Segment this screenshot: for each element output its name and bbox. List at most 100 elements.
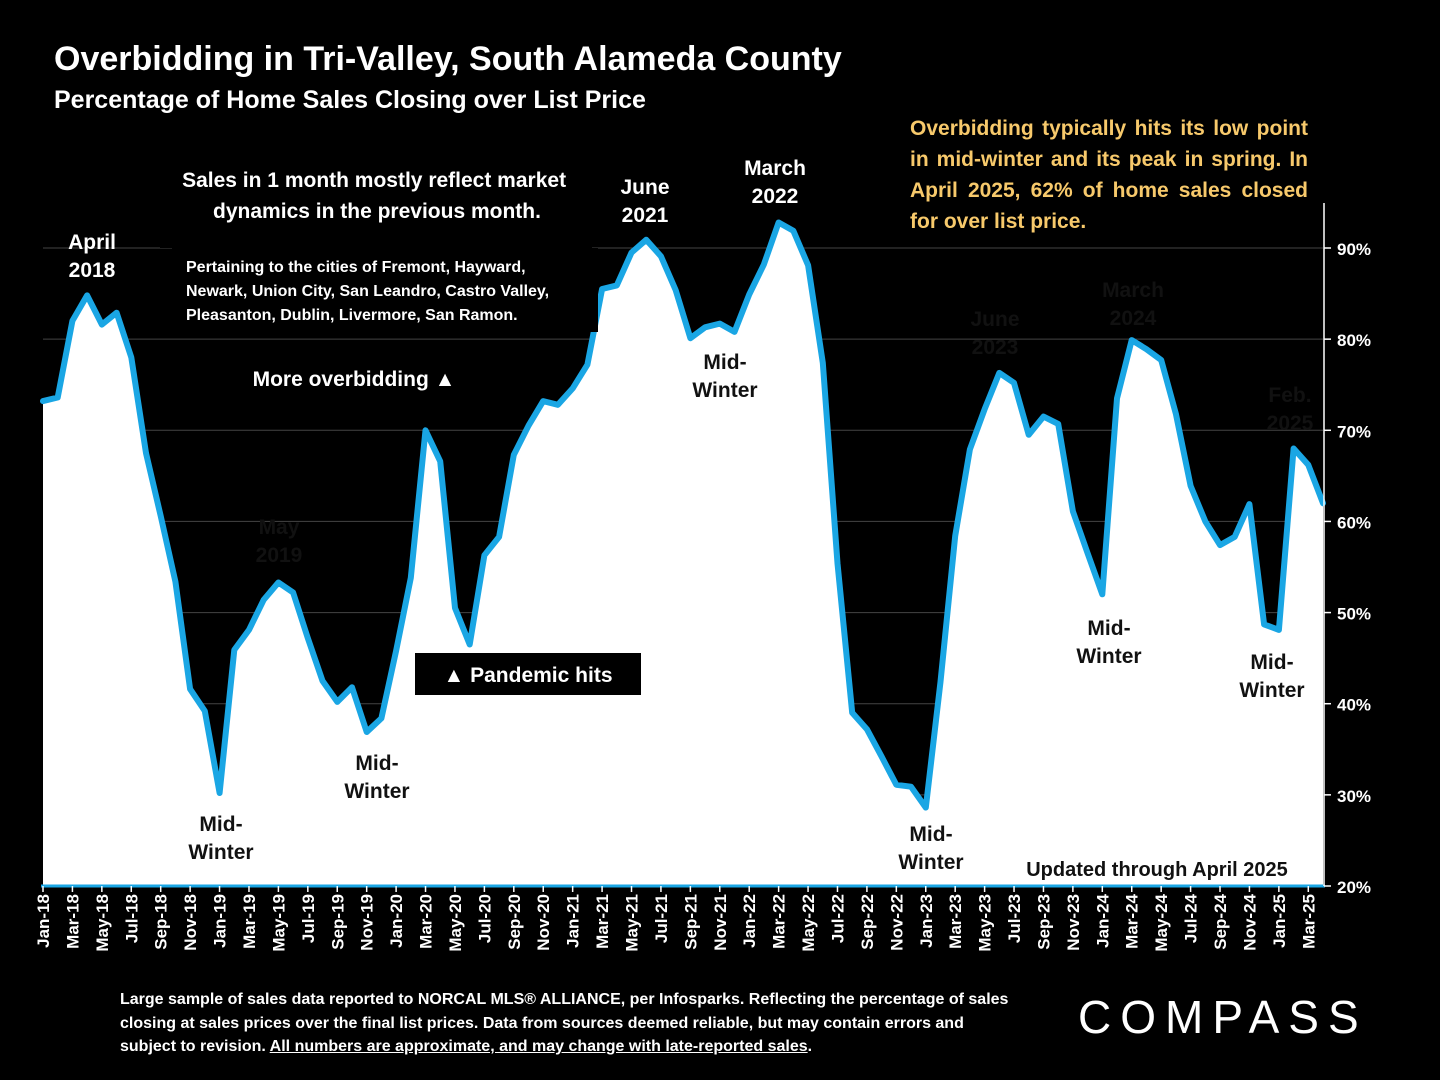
updated-label: Updated through April 2025 bbox=[1026, 859, 1288, 881]
data-point bbox=[1305, 462, 1311, 468]
data-point bbox=[1291, 446, 1297, 451]
annotation: June 2021 bbox=[620, 176, 669, 227]
x-tick-label: May-24 bbox=[1152, 893, 1171, 951]
x-tick-label: Jul-19 bbox=[299, 894, 318, 943]
annotation-line: Feb. bbox=[1268, 384, 1311, 407]
data-point bbox=[261, 597, 267, 603]
data-point bbox=[849, 710, 855, 716]
data-point bbox=[128, 354, 134, 360]
source-footnote: Large sample of sales data reported to N… bbox=[120, 988, 1020, 1059]
y-tick-label: 20% bbox=[1337, 878, 1371, 897]
x-tick-label: Nov-20 bbox=[534, 894, 553, 951]
data-point bbox=[158, 513, 164, 519]
x-tick-label: Sep-24 bbox=[1211, 893, 1230, 949]
data-point bbox=[1246, 501, 1252, 507]
annotation-line: Mid- bbox=[199, 813, 242, 836]
data-point bbox=[408, 575, 414, 581]
data-point bbox=[658, 253, 664, 259]
data-point bbox=[217, 790, 223, 796]
data-point bbox=[1085, 550, 1091, 556]
area-fill bbox=[43, 222, 1323, 886]
x-tick-label: Jul-24 bbox=[1182, 893, 1201, 943]
annotation: Mid- Winter bbox=[188, 813, 253, 864]
x-tick-label: Jan-18 bbox=[34, 894, 53, 948]
footnote-disclaimer: All numbers are approximate, and may cha… bbox=[269, 1038, 808, 1055]
footnote-end: . bbox=[807, 1038, 813, 1055]
data-point bbox=[1158, 357, 1164, 363]
more-overbidding-label: More overbidding ▲ bbox=[253, 368, 456, 391]
data-point bbox=[290, 590, 296, 595]
x-tick-label: May-18 bbox=[93, 894, 112, 952]
data-point bbox=[776, 220, 782, 225]
annotation-line: 2025 bbox=[1267, 412, 1314, 435]
annotation-line: June bbox=[620, 176, 669, 199]
annotation-line: Mid- bbox=[909, 823, 952, 846]
data-point bbox=[835, 560, 840, 566]
x-tick-label: Mar-24 bbox=[1123, 893, 1142, 948]
x-tick-labels: Jan-18 Mar-18 May-18 Jul-18 Sep-18 Nov-18 Jan-… bbox=[34, 886, 1318, 952]
seasonality-note: Overbidding typically hits its low point… bbox=[910, 117, 1308, 233]
data-point bbox=[540, 398, 546, 404]
data-point bbox=[643, 237, 649, 243]
data-point bbox=[378, 715, 384, 721]
pandemic-label: ▲ Pandemic hits bbox=[444, 664, 613, 687]
annotation: June 2023 bbox=[970, 308, 1019, 359]
x-tick-label: Sep-21 bbox=[681, 894, 700, 950]
data-point bbox=[1143, 346, 1149, 352]
data-point bbox=[805, 262, 811, 268]
x-tick-label: Sep-22 bbox=[858, 894, 877, 950]
x-tick-label: Mar-20 bbox=[417, 894, 436, 949]
x-tick-label: Jan-22 bbox=[740, 894, 759, 948]
annotation-line: Winter bbox=[898, 851, 963, 874]
annotation-line: Mid- bbox=[1087, 617, 1130, 640]
data-point bbox=[584, 362, 590, 368]
x-tick-label: Mar-22 bbox=[770, 894, 789, 949]
page-title: Overbidding in Tri-Valley, South Alameda… bbox=[54, 40, 842, 78]
x-tick-label: Jul-18 bbox=[122, 894, 141, 943]
annotation: May 2019 bbox=[256, 516, 303, 567]
lag-note-line-1: Sales in 1 month mostly reflect market bbox=[182, 169, 566, 192]
annotation-line: Winter bbox=[344, 780, 409, 803]
data-point bbox=[334, 699, 340, 705]
y-tick-label: 30% bbox=[1337, 787, 1371, 806]
x-tick-label: Nov-22 bbox=[887, 894, 906, 951]
x-tick-label: Sep-19 bbox=[328, 894, 347, 950]
data-point bbox=[467, 642, 473, 647]
data-point bbox=[202, 708, 208, 714]
annotation-line: Winter bbox=[188, 841, 253, 864]
page-subtitle: Percentage of Home Sales Closing over Li… bbox=[54, 86, 646, 114]
cities-note-line-2: Newark, Union City, San Leandro, Castro … bbox=[186, 283, 549, 300]
annotation-line: 2019 bbox=[256, 544, 303, 567]
x-tick-label: Sep-23 bbox=[1034, 894, 1053, 950]
cities-note-box bbox=[172, 248, 598, 332]
data-point bbox=[952, 533, 958, 539]
data-point bbox=[996, 370, 1002, 376]
annotation: Mid- Winter bbox=[344, 752, 409, 803]
data-point bbox=[114, 310, 120, 316]
annotation-line: Mid- bbox=[355, 752, 398, 775]
data-point bbox=[231, 647, 237, 653]
data-point bbox=[349, 684, 355, 690]
annotation-line: 2024 bbox=[1110, 307, 1157, 330]
data-point bbox=[732, 329, 737, 335]
x-tick-label: Nov-18 bbox=[181, 894, 200, 951]
x-tick-label: Mar-21 bbox=[593, 894, 612, 949]
data-point bbox=[393, 648, 399, 654]
data-point bbox=[320, 678, 325, 684]
x-tick-label: May-21 bbox=[623, 894, 642, 952]
data-point bbox=[629, 250, 634, 256]
x-tick-label: Nov-23 bbox=[1064, 894, 1083, 951]
x-tick-label: Jul-22 bbox=[828, 894, 847, 943]
annotation-line: Mid- bbox=[703, 351, 746, 374]
x-tick-label: Mar-25 bbox=[1299, 894, 1318, 949]
y-tick-label: 90% bbox=[1337, 240, 1371, 259]
data-point bbox=[790, 228, 796, 234]
x-tick-label: Sep-18 bbox=[152, 894, 171, 950]
annotation-line: Winter bbox=[692, 379, 757, 402]
data-point bbox=[1011, 380, 1017, 386]
annotation: Mid- Winter bbox=[692, 351, 757, 402]
y-tick-label: 80% bbox=[1337, 331, 1371, 350]
annotation-line: 2021 bbox=[622, 204, 669, 227]
x-tick-label: Jul-21 bbox=[652, 894, 671, 943]
x-tick-label: Jan-21 bbox=[564, 894, 583, 948]
